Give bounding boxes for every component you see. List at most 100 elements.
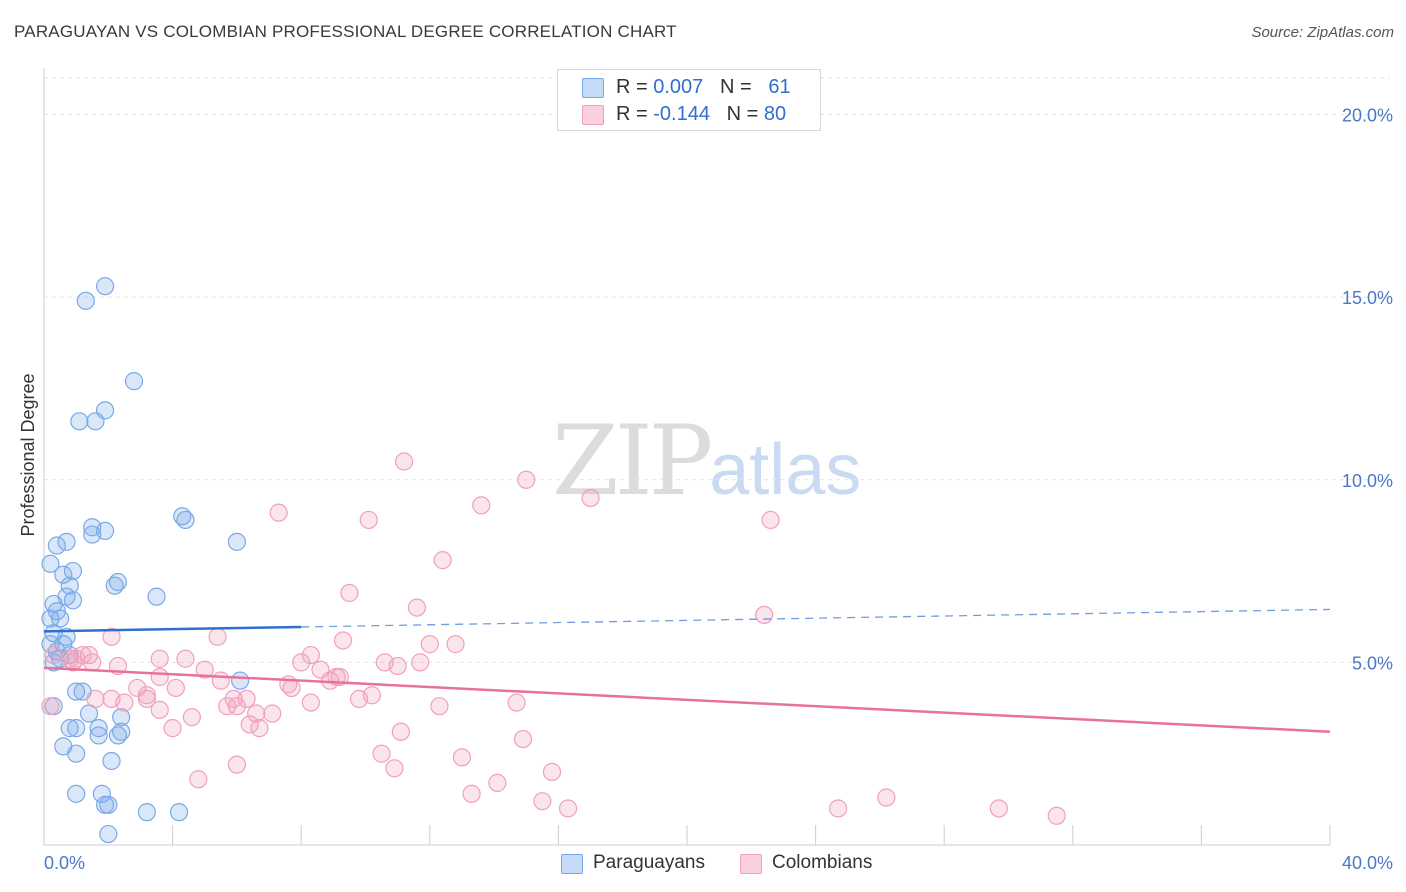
tick-labels: 5.0% 10.0% 15.0% 20.0% 0.0% 40.0%	[44, 106, 1393, 873]
legend-swatch-paraguayans	[582, 78, 604, 98]
point-colombians	[137, 689, 156, 709]
data-points	[41, 277, 1066, 844]
point-colombians	[507, 693, 526, 712]
point-paraguayans	[227, 532, 246, 551]
trend-line-paraguayans	[43, 625, 302, 633]
point-paraguayans	[169, 803, 189, 822]
point-paraguayans	[108, 726, 128, 745]
point-colombians	[41, 697, 60, 716]
y-tick-label: 10.0%	[1342, 471, 1393, 491]
point-colombians	[533, 792, 552, 811]
point-colombians	[407, 598, 427, 617]
point-paraguayans	[99, 824, 118, 844]
point-colombians	[513, 729, 533, 749]
point-paraguayans	[95, 795, 115, 814]
point-paraguayans	[95, 277, 115, 296]
point-colombians	[279, 675, 298, 694]
point-paraguayans	[70, 412, 89, 431]
point-paraguayans	[41, 554, 60, 573]
point-colombians	[411, 653, 430, 672]
point-colombians	[430, 697, 449, 716]
point-colombians	[163, 719, 182, 738]
point-colombians	[462, 784, 481, 803]
point-colombians	[301, 693, 320, 712]
point-colombians	[472, 496, 491, 515]
watermark: ZIPatlas	[552, 405, 861, 517]
point-colombians	[166, 678, 185, 698]
point-colombians	[391, 722, 410, 741]
point-paraguayans	[63, 591, 83, 610]
point-colombians	[63, 653, 83, 672]
point-colombians	[211, 671, 230, 690]
point-colombians	[150, 700, 169, 719]
y-axis-label: Professional Degree	[18, 373, 38, 536]
point-paraguayans	[105, 576, 124, 595]
point-colombians	[877, 788, 896, 807]
point-paraguayans	[67, 682, 86, 701]
bottom-legend-swatch-paraguayans	[561, 854, 583, 874]
point-paraguayans	[112, 708, 131, 727]
point-paraguayans	[60, 719, 79, 738]
point-paraguayans	[147, 587, 166, 606]
watermark-zip: ZIP	[552, 405, 713, 517]
point-colombians	[102, 627, 121, 646]
point-colombians	[359, 510, 378, 530]
point-paraguayans	[102, 751, 121, 771]
bottom-legend-swatch-colombians	[740, 854, 762, 874]
trend-lines	[43, 608, 1331, 734]
point-colombians	[446, 635, 465, 654]
point-colombians	[301, 645, 320, 665]
point-paraguayans	[67, 744, 86, 763]
legend-r-label: R =	[616, 76, 648, 98]
trend-line-paraguayans-extension	[301, 608, 1331, 628]
point-paraguayans	[67, 784, 86, 803]
x-tick-label-end: 40.0%	[1342, 853, 1393, 873]
legend: R = 0.007 N = 61 R = -0.144 N = 80	[557, 69, 821, 131]
point-colombians	[182, 708, 201, 727]
point-paraguayans	[63, 561, 83, 581]
point-colombians	[761, 510, 780, 530]
watermark-atlas: atlas	[709, 430, 862, 510]
trend-line-colombians	[43, 666, 1331, 734]
point-colombians	[83, 653, 102, 672]
point-paraguayans	[67, 719, 86, 738]
y-tick-label: 20.0%	[1342, 106, 1393, 126]
point-colombians	[218, 697, 237, 716]
point-colombians	[189, 770, 208, 789]
point-paraguayans	[57, 532, 76, 551]
legend-swatch-colombians	[582, 105, 604, 125]
chart-title: PARAGUAYAN VS COLOMBIAN PROFESSIONAL DEG…	[14, 22, 677, 41]
y-tick-label: 15.0%	[1342, 288, 1393, 308]
point-colombians	[1047, 806, 1066, 825]
point-paraguayans	[76, 291, 95, 310]
point-colombians	[263, 704, 282, 723]
legend-n-value: 80	[763, 103, 787, 125]
point-paraguayans	[89, 719, 108, 738]
point-colombians	[227, 755, 246, 774]
x-tick-label-start: 0.0%	[44, 853, 85, 873]
grid	[44, 77, 1390, 663]
legend-n-label: N =	[726, 103, 759, 125]
point-colombians	[362, 686, 382, 705]
point-colombians	[340, 583, 359, 603]
point-paraguayans	[41, 609, 60, 628]
point-colombians	[388, 656, 407, 676]
point-paraguayans	[60, 576, 79, 595]
axes	[43, 68, 1331, 846]
point-colombians	[208, 627, 227, 646]
point-colombians	[227, 697, 246, 716]
point-colombians	[250, 719, 269, 738]
point-colombians	[240, 715, 259, 734]
point-colombians	[542, 762, 562, 782]
point-paraguayans	[41, 635, 60, 654]
point-colombians	[989, 799, 1008, 818]
legend-r-label: R =	[616, 103, 648, 125]
y-tick-label: 5.0%	[1352, 653, 1393, 673]
point-colombians	[394, 452, 414, 471]
point-colombians	[86, 689, 105, 709]
point-colombians	[150, 649, 169, 668]
point-colombians	[115, 693, 134, 712]
point-colombians	[176, 649, 195, 668]
legend-r-value: 0.007	[653, 76, 704, 98]
point-colombians	[195, 660, 214, 679]
